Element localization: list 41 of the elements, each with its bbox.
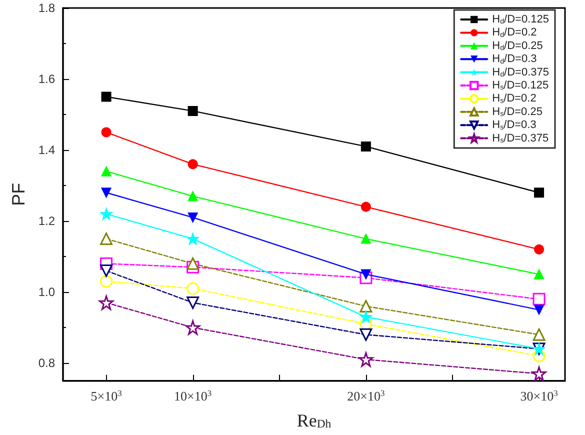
point [360,300,372,312]
point [100,275,113,288]
point [186,257,200,270]
point [186,282,200,295]
point [186,320,200,335]
point [358,352,374,367]
point [360,310,372,323]
y-tick-label: 1.8 [38,1,56,15]
point [188,212,198,222]
y-tick-label: 1.0 [38,285,56,300]
point [188,106,198,116]
point [188,159,198,170]
point [534,269,544,280]
point [101,188,112,198]
point [532,328,546,341]
point [100,208,112,220]
point [360,234,371,244]
point [186,296,200,309]
point [100,232,113,246]
point [101,127,112,138]
point [360,269,371,280]
point [101,166,112,176]
point [360,328,372,341]
point [100,264,113,277]
point [534,304,544,315]
x-axis-title: ReDh [296,410,332,430]
y-tick-label: 1.6 [38,72,56,86]
point [188,191,198,202]
y-tick-label: 1.2 [38,214,56,228]
point [532,292,546,306]
y-tick-label: 0.8 [38,356,56,370]
point [534,188,544,198]
point [532,366,546,381]
point [101,92,112,102]
y-axis-title: PF [8,182,28,206]
point [360,202,371,212]
point [186,232,199,245]
point [99,295,114,310]
point [534,244,544,254]
y-tick-label: 1.4 [38,143,56,158]
point [360,141,371,152]
